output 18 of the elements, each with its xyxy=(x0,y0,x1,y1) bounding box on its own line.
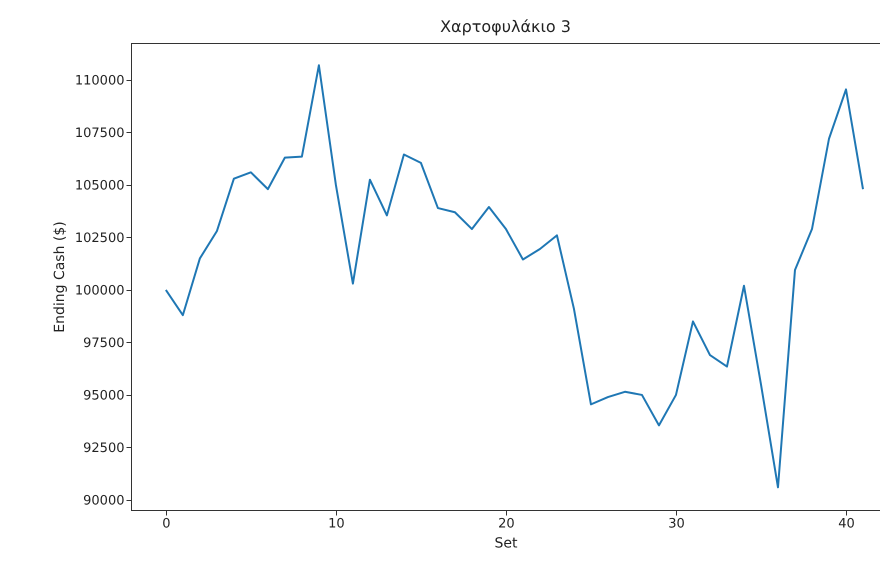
y-tick-label: 92500 xyxy=(83,440,124,456)
y-tick-label: 97500 xyxy=(83,336,124,351)
y-tick-label: 105000 xyxy=(74,178,124,194)
line-series xyxy=(164,64,864,488)
chart-title: Χαρτοφυλάκιο 3 xyxy=(440,17,571,36)
y-tick-label: 110000 xyxy=(74,73,124,88)
x-axis-title: Set xyxy=(494,536,518,552)
y-tick-label: 90000 xyxy=(83,493,124,508)
y-axis-title: Ending Cash ($) xyxy=(52,221,68,333)
x-tick-label: 10 xyxy=(328,516,345,532)
y-tick-label: 100000 xyxy=(74,283,124,298)
y-tick-label: 107500 xyxy=(74,126,124,141)
x-tick-label: 0 xyxy=(162,516,170,532)
y-tick-label: 95000 xyxy=(83,388,124,404)
y-tick-label: 102500 xyxy=(74,230,124,246)
x-tick-label: 40 xyxy=(838,516,855,532)
x-tick-label: 20 xyxy=(498,516,515,532)
x-tick-label: 30 xyxy=(668,516,685,532)
